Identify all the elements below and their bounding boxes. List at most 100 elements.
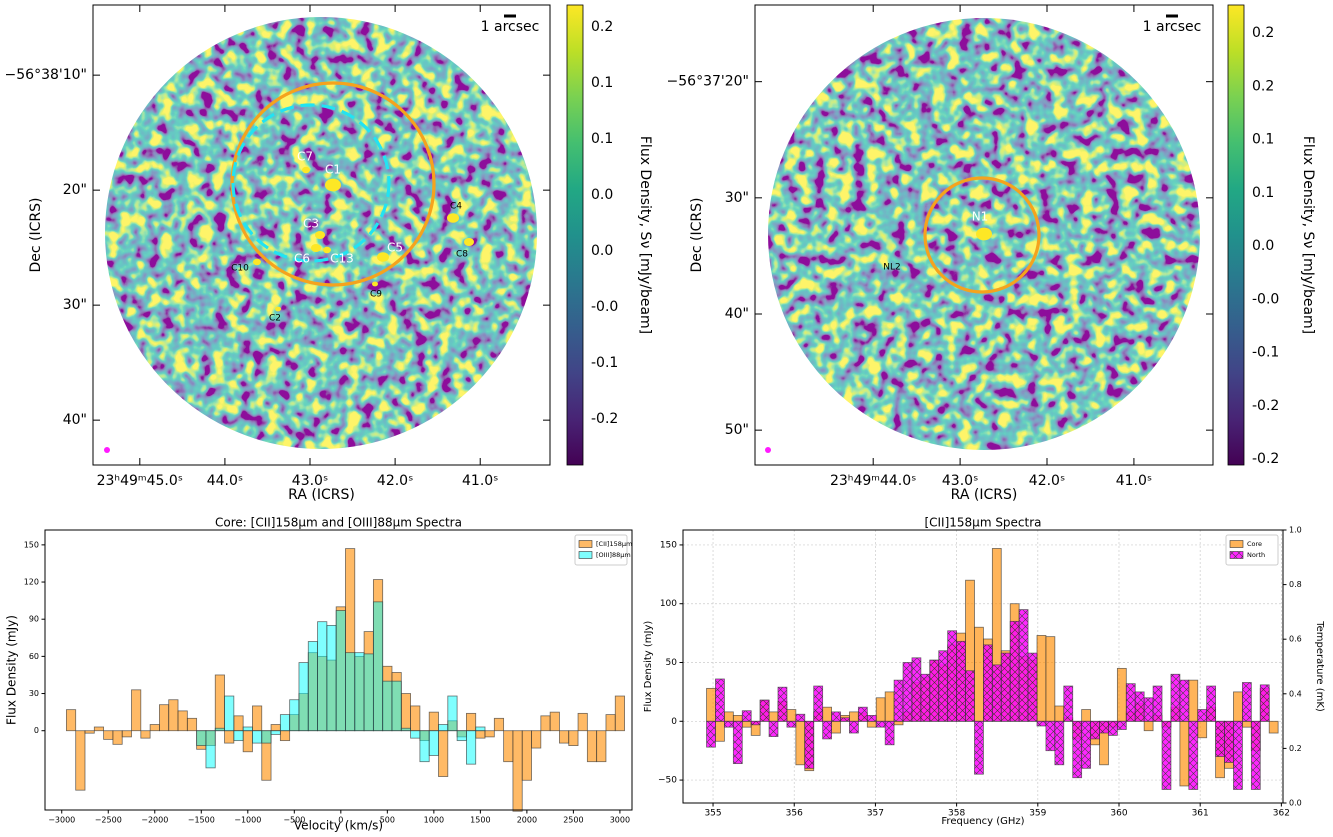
legend-label: [OIII]88μm [596,551,631,559]
y-tick-label: 0 [671,717,677,727]
y2-tick-label: 0.2 [1289,744,1302,753]
bar [715,678,725,722]
bar [196,730,207,746]
y2-tick-label: 0.4 [1289,689,1302,698]
bar [1108,720,1118,736]
bar [224,730,235,744]
bar [706,687,716,722]
bar [956,640,966,722]
y-tick-label: 50" [725,422,749,438]
scale-bar-label: 1 arcsec [1143,19,1202,35]
x-axis-label: Velocity (km/s) [294,819,383,833]
x-tick-label: 500 [380,816,395,825]
bar [1009,620,1020,722]
x-tick-label: 1500 [470,816,490,825]
y-tick-label: 120 [24,578,39,587]
bar [1045,636,1056,722]
y2-tick-label: 1.0 [1289,526,1302,535]
y2-tick-label: 0.6 [1289,635,1302,644]
source-label: C13 [330,252,354,266]
source-label: C9 [370,290,382,300]
x-tick-label: 41.0ˢ [462,473,498,489]
bar [1054,720,1065,766]
bar [354,652,365,732]
bar [777,686,788,722]
y-tick-label: 30" [725,190,749,206]
source-label: C10 [231,264,249,274]
scale-bar-label: 1 arcsec [481,19,540,35]
x-tick-label: 23ʰ49ᵐ44.0ˢ [830,473,916,489]
bar [252,730,263,744]
bar [438,724,449,732]
source [377,252,389,262]
bar [1170,673,1181,722]
bar [614,695,625,732]
bar [596,730,607,763]
bar [732,715,743,722]
bar [121,730,132,738]
bar [1152,685,1163,722]
x-tick-label: 357 [867,809,884,819]
x-tick-label: 355 [704,809,721,819]
y-tick-label: −50 [658,776,677,786]
x-tick-label: 3000 [610,816,630,825]
colorbar-tick-label: -0.2 [1252,451,1279,467]
bar [233,715,244,732]
source [372,281,378,287]
y-axis-label: Dec (ICRS) [28,198,44,273]
colorbar-tick-label: 0.2 [1252,25,1274,41]
source-label: NL2 [883,263,900,273]
bar [410,730,421,739]
y-tick-label: 150 [24,540,39,549]
source-label: C8 [456,250,468,260]
bar [1099,720,1109,734]
bar [1027,652,1038,722]
x-tick-label: 43.0ˢ [292,473,328,489]
bar [531,730,542,749]
bar [1188,679,1199,722]
y-tick-label: 40" [725,306,749,322]
bar [419,730,430,763]
bar [983,644,993,722]
x-tick-label: 361 [1192,809,1209,819]
bar [795,713,806,722]
bar [732,720,743,765]
bar [438,730,449,777]
bar [475,730,486,739]
colorbar-tick-label: 0.2 [1252,78,1274,94]
source [275,306,281,312]
aperture [923,176,1041,294]
bar [974,720,984,775]
y2-tick-label: 0.8 [1289,580,1302,589]
bar [724,711,734,722]
legend-swatch [1229,540,1244,548]
source-label: C6 [294,252,310,266]
source [323,246,331,254]
bar [224,695,235,732]
bar [974,626,984,722]
bar [741,720,752,728]
x-tick-label: −2500 [95,816,122,825]
source-label: C1 [325,163,341,177]
bar [1179,679,1190,722]
x-tick-label: 0 [338,816,343,825]
source [302,166,310,174]
bar [382,680,393,732]
source-label: C4 [450,202,462,212]
y-tick-label: −56°38'10" [5,67,87,83]
bar [1188,720,1199,790]
bar [1161,720,1172,790]
bar [1268,720,1279,734]
colorbar-tick-label: -0.0 [591,299,618,315]
bar [804,720,815,769]
y-tick-label: −56°37'20" [667,74,749,90]
x-tick-label: 2500 [563,816,583,825]
bar [866,715,877,722]
bar [795,720,806,766]
bar [447,695,458,732]
axes-frame [754,4,1214,466]
bar [456,730,467,742]
bar [1018,609,1029,722]
bar [214,727,225,732]
